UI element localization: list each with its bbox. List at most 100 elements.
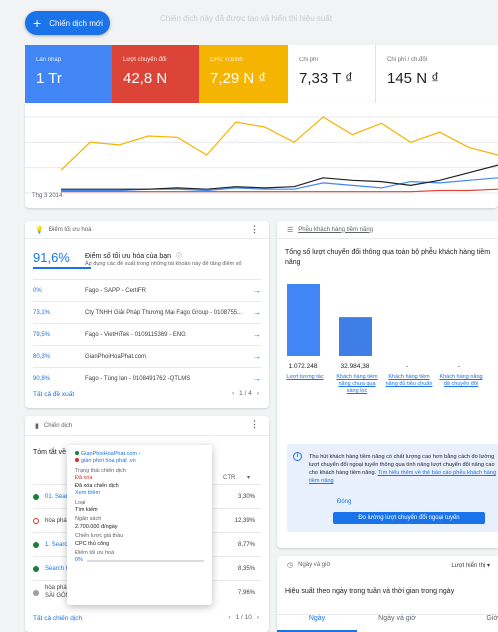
more-options-icon[interactable]: ⋮ [250, 419, 259, 429]
campaign-ctr: 12,39% [234, 517, 255, 524]
opt-row-account: GianPhoiHoaPhat.com [85, 353, 147, 360]
metric-cost[interactable]: Chi phí 7,33 T ₫ [288, 45, 376, 103]
arrow-right-icon: → [253, 286, 261, 295]
info-icon: i [293, 452, 302, 461]
performance-chart [25, 116, 498, 194]
funnel-value: 1.072.248 [289, 363, 318, 370]
funnel-chart: 1.072.248 Lượt tương tác 32.984,38 Khách hà… [286, 284, 483, 395]
campaign-name[interactable]: 01. Search [45, 493, 75, 500]
filter-icon: ☰ [287, 226, 294, 234]
funnel-value: 32.984,38 [341, 363, 370, 370]
bar-chart-icon: ▮ [35, 422, 39, 430]
campaign-name[interactable]: hòa phát SÀI GÒN [45, 585, 71, 599]
info-body: Thu hút khách hàng tiềm năng có chất lượ… [309, 454, 495, 477]
campaign-name[interactable]: 1. Search [45, 541, 71, 548]
metric-avg-cpc[interactable]: CPC Tr.bình 7,29 N ₫ [199, 45, 288, 103]
funnel-category-label[interactable]: Lượt tương tác [286, 374, 324, 380]
metric-label: Lần nhấp [36, 57, 62, 63]
chevron-left-icon[interactable]: ‹ [228, 614, 231, 621]
funnel-bar [339, 317, 372, 356]
campaign-name[interactable]: Search H [45, 565, 71, 572]
tab-day-label: Ngày [308, 615, 326, 622]
status-active-icon [33, 493, 39, 500]
list-item[interactable]: 79,5% Fago - VietHiTek - 0109115369 - EN… [33, 323, 261, 345]
popup-campaign-link[interactable]: giàn phơi hòa phát .vn [81, 458, 136, 465]
popup-budget-value: 2.700.000 đ/ngày [75, 523, 118, 530]
close-info-button[interactable]: Đóng [337, 499, 352, 505]
list-item[interactable]: 90,8% Fago - Tùng lan - 0108491762 -QTLM… [33, 367, 261, 389]
chevron-down-icon: ▾ [486, 563, 490, 569]
funnel-category-label[interactable]: Khách hàng tiềm năng đủ tiêu chuẩn [385, 374, 433, 388]
popup-status-label: Trạng thái chiến dịch [75, 467, 126, 474]
funnel-category-label[interactable]: Khách hàng tiềm năng chưa qua sàng lọc [336, 374, 378, 395]
plus-icon: + [33, 15, 42, 31]
measure-offline-conversions-button[interactable]: Đo lường lượt chuyển đổi ngoại tuyến [333, 512, 485, 524]
popup-score-label: Điểm tối ưu hoá [75, 550, 115, 557]
pagination: ‹ 1 / 10 › [228, 614, 259, 621]
series-line [61, 188, 498, 193]
metric-conversions[interactable]: Lượt chuyển đổi 42,8 N [112, 45, 199, 103]
metric-clicks[interactable]: Lần nhấp 1 Tr [25, 45, 112, 103]
opt-row-score: 73,1% [33, 309, 51, 316]
status-active-icon [75, 451, 79, 455]
new-campaign-label: Chiến dịch mới [49, 18, 103, 28]
ctr-column-header[interactable]: CTR ▾ [223, 474, 250, 481]
arrow-right-icon: → [253, 352, 261, 361]
campaign-ctr: 8,35% [237, 565, 255, 572]
chart-date-label: Thg 3 2014 [32, 193, 63, 199]
arrow-right-icon: → [253, 308, 261, 317]
new-campaign-button[interactable]: + Chiến dịch mới [25, 11, 110, 35]
optimization-score-bar [33, 267, 91, 269]
chevron-left-icon[interactable]: ‹ [232, 390, 235, 397]
funnel-category-label[interactable]: Khách hàng năng đã chuyển đổi [439, 374, 483, 388]
metric-select-value: Lượt hiển thị [451, 563, 486, 569]
chevron-right-icon[interactable]: › [256, 614, 259, 621]
status-removed-icon [33, 517, 39, 524]
metric-value: 7,33 T ₫ [299, 70, 353, 87]
popup-campaign-row[interactable]: giàn phơi hòa phát .vn [75, 458, 204, 465]
page-indicator: 1 / 10 [235, 614, 252, 621]
metric-label: Chi phí / ch.đổi [387, 57, 428, 63]
funnel-bar [287, 284, 320, 356]
popup-bid-value: CPC thủ công [75, 540, 110, 547]
all-recommendations-link[interactable]: Tất cả đề xuất [33, 391, 75, 398]
metric-cost-per-conversion[interactable]: Chi phí / ch.đổi 145 N ₫ [376, 45, 498, 103]
day-time-header-label: Ngày và giờ [298, 562, 331, 568]
popup-account-row[interactable]: GianPhoiHoaPhat.com › [75, 451, 204, 458]
popup-view-more-link[interactable]: Xem thêm [75, 490, 101, 497]
help-icon[interactable]: ⓘ [175, 254, 182, 260]
list-item[interactable]: 80,3% GianPhoiHoaPhat.com → [33, 345, 261, 367]
all-campaigns-link[interactable]: Tất cả chiến dịch [33, 615, 83, 622]
list-item[interactable]: 73,1% Cty TNHH Giải Pháp Thương Mại Fago… [33, 301, 261, 323]
status-active-icon [33, 565, 39, 572]
funnel-info-text: Thu hút khách hàng tiềm năng có chất lượ… [309, 453, 498, 485]
list-item[interactable]: 0% Fago - SAPP - CertiFR → [33, 279, 261, 301]
chevron-right-icon[interactable]: › [256, 390, 259, 397]
day-time-tabs: Ngày Ngày và giờ Giờ [277, 614, 498, 632]
chevron-down-icon: ▾ [247, 475, 251, 481]
funnel-header-label: Phễu khách hàng tiềm năng [298, 226, 374, 233]
series-line [61, 164, 498, 190]
learn-more-link[interactable]: Tìm hiểu thêm về thẻ báo cáo phễu khách … [309, 470, 497, 485]
tab-day-and-hour[interactable]: Ngày và giờ [378, 615, 416, 622]
tab-indicator [277, 630, 357, 632]
series-line [61, 177, 498, 192]
popup-budget-label: Ngân sách [75, 516, 102, 523]
popup-score-row: 0% [75, 557, 204, 564]
more-options-icon[interactable]: ⋮ [250, 224, 259, 234]
metric-label: Lượt chuyển đổi [123, 57, 167, 63]
tab-hour[interactable]: Giờ [486, 615, 498, 622]
metric-select[interactable]: Lượt hiển thị ▾ [451, 562, 490, 569]
clock-icon: ◷ [287, 562, 294, 569]
faded-header-text: Chiến dịch này đã được tạo và hiển thị h… [160, 14, 333, 23]
campaign-name[interactable]: hòa phát [45, 517, 69, 524]
status-active-icon [33, 541, 39, 548]
optimization-card-header: 💡 Điểm tối ưu hoá [25, 221, 269, 239]
lead-funnel-card: ☰ Phễu khách hàng tiềm năng Tổng số lượt… [277, 221, 498, 548]
day-time-card-header: ◷ Ngày và giờ [277, 556, 498, 574]
metric-value: 42,8 N [123, 70, 168, 87]
tab-day[interactable]: Ngày [277, 615, 357, 632]
popup-account-link[interactable]: GianPhoiHoaPhat.com › [81, 451, 141, 457]
summary-filter-label[interactable]: Tóm tắt về [33, 449, 67, 456]
opt-row-account: Cty TNHH Giải Pháp Thương Mại Fago Group… [85, 309, 243, 316]
